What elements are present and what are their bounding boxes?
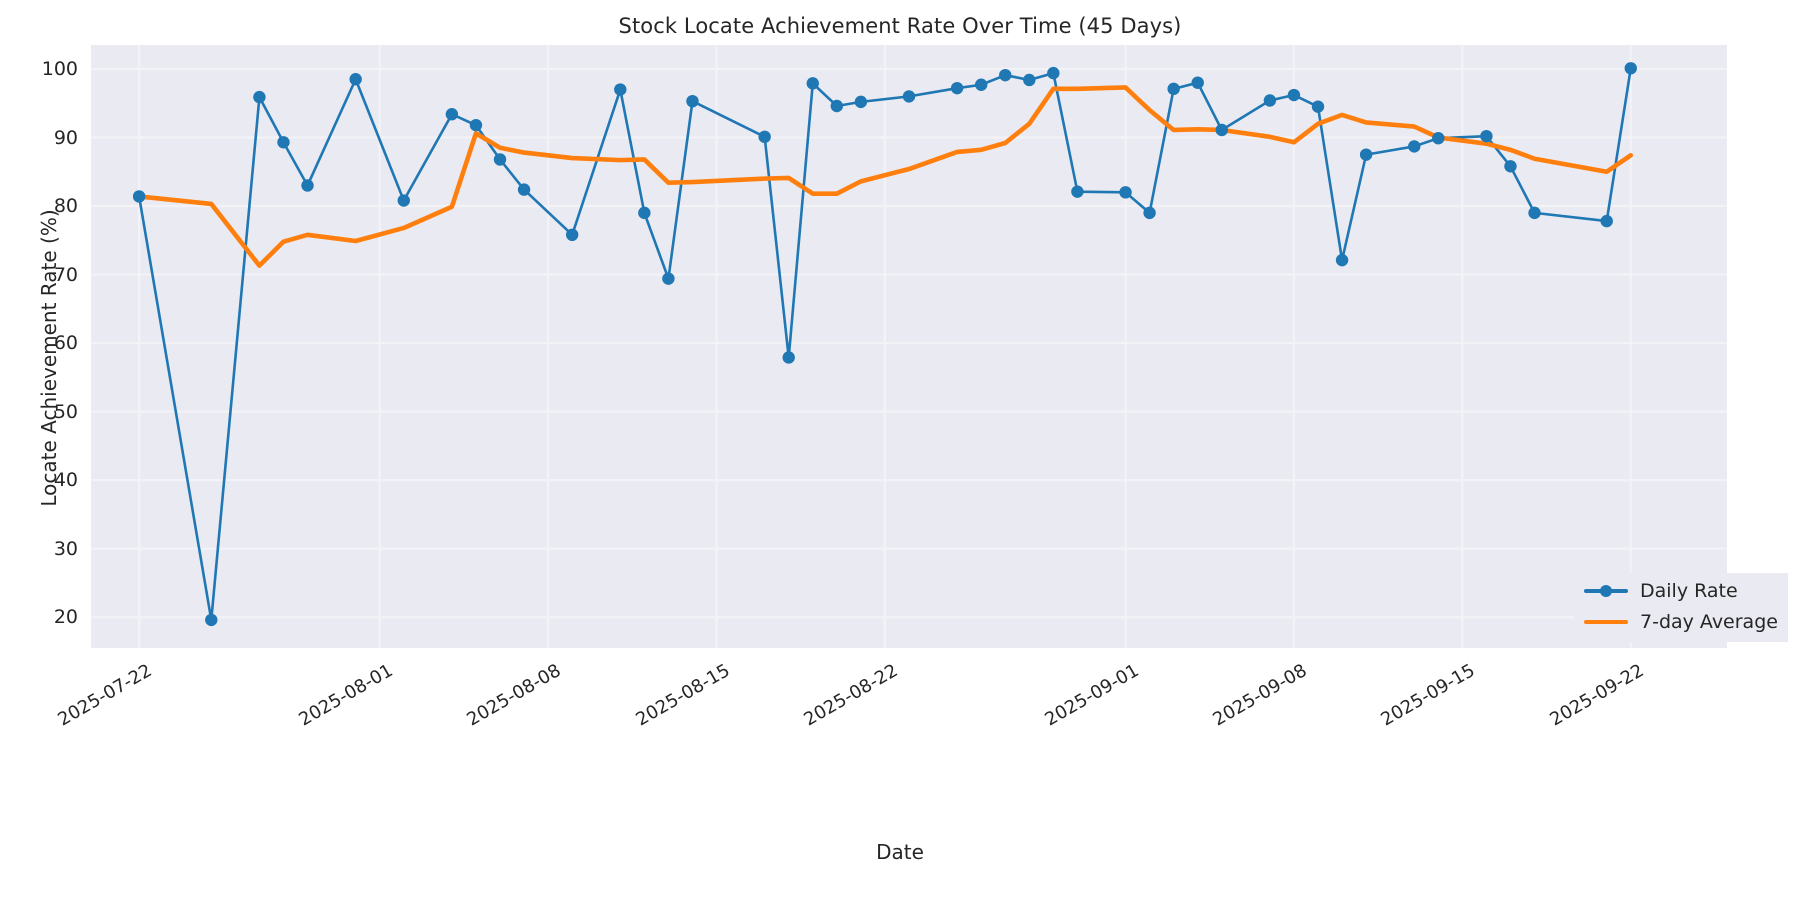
y-tick-label: 30 — [53, 537, 78, 560]
data-point-marker — [205, 613, 218, 627]
data-point-marker — [1624, 62, 1637, 75]
x-tick-label: 2025-09-15 — [1377, 660, 1479, 731]
data-point-marker — [1504, 160, 1517, 173]
x-tick-label: 2025-08-15 — [631, 660, 734, 731]
y-tick-label: 70 — [53, 263, 78, 286]
x-tick-label: 2025-08-08 — [463, 660, 565, 731]
data-point-marker — [1215, 123, 1228, 137]
data-point-marker — [1119, 186, 1132, 199]
series-markers — [132, 62, 1637, 627]
data-point-marker — [445, 108, 459, 121]
data-point-marker — [686, 94, 699, 108]
data-point-marker — [1432, 131, 1445, 145]
data-point-marker — [806, 77, 819, 90]
data-point-marker — [301, 179, 314, 192]
data-point-marker — [1528, 206, 1541, 220]
data-point-marker — [349, 73, 362, 86]
y-tick-label: 80 — [53, 195, 78, 218]
data-point-marker — [397, 194, 410, 207]
y-tick-label: 100 — [41, 57, 78, 80]
data-point-marker — [614, 83, 627, 96]
data-point-marker — [999, 68, 1012, 82]
data-point-marker — [1191, 76, 1204, 89]
y-tick-label: 40 — [53, 469, 78, 492]
data-point-marker — [253, 90, 266, 104]
data-point-marker — [1335, 253, 1349, 267]
data-point-marker — [1047, 66, 1060, 80]
data-point-marker — [1167, 82, 1180, 96]
legend-swatch-line-icon — [1584, 612, 1628, 632]
y-tick-label: 90 — [53, 126, 78, 149]
data-point-marker — [974, 78, 988, 91]
data-point-marker — [1480, 129, 1493, 143]
data-point-marker — [1408, 140, 1421, 153]
data-point-marker — [1071, 185, 1084, 198]
data-point-marker — [782, 351, 795, 364]
plot-area — [91, 45, 1727, 648]
x-tick-label: 2025-07-22 — [54, 660, 156, 731]
data-point-marker — [565, 228, 579, 242]
data-point-marker — [950, 81, 964, 95]
data-point-marker — [1263, 94, 1277, 107]
data-point-marker — [1143, 206, 1156, 220]
data-point-marker — [662, 272, 675, 285]
chart-title: Stock Locate Achievement Rate Over Time … — [618, 14, 1182, 38]
legend-item-seven-day-average[interactable]: 7-day Average — [1584, 610, 1778, 634]
chart-legend: Daily Rate 7-day Average — [1574, 573, 1788, 642]
x-gridlines — [138, 45, 1632, 648]
data-point-marker — [1600, 214, 1613, 228]
legend-label-daily-rate: Daily Rate — [1640, 580, 1738, 602]
data-point-marker — [1359, 148, 1373, 161]
chart-canvas — [91, 45, 1727, 648]
x-tick-label: 2025-08-01 — [295, 660, 397, 731]
data-point-marker — [830, 99, 844, 113]
legend-swatch-line-marker-icon — [1584, 581, 1628, 601]
y-tick-label: 50 — [53, 400, 78, 423]
data-point-marker — [493, 153, 507, 166]
x-tick-label: 2025-08-22 — [800, 660, 902, 731]
data-point-marker — [1023, 73, 1036, 87]
y-tick-label: 20 — [53, 606, 78, 629]
legend-item-daily-rate[interactable]: Daily Rate — [1584, 579, 1778, 603]
data-point-marker — [758, 130, 771, 144]
x-tick-label: 2025-09-08 — [1209, 660, 1311, 731]
data-point-marker — [854, 95, 868, 109]
x-tick-label: 2025-09-01 — [1040, 660, 1143, 731]
data-point-marker — [277, 136, 290, 149]
data-point-marker — [1287, 88, 1301, 102]
x-axis-label: Date — [876, 840, 924, 864]
data-point-marker — [132, 190, 146, 203]
data-point-marker — [638, 206, 651, 220]
y-gridlines — [91, 67, 1727, 619]
y-axis-label: Locate Achievement Rate (%) — [37, 209, 61, 507]
y-tick-label: 60 — [53, 332, 78, 355]
data-point-marker — [517, 183, 531, 196]
legend-label-seven-day-average: 7-day Average — [1640, 611, 1778, 633]
data-point-marker — [469, 118, 483, 132]
data-point-marker — [902, 90, 916, 103]
x-tick-label: 2025-09-22 — [1546, 660, 1648, 731]
data-point-marker — [1311, 100, 1325, 113]
series-line-seven-day-average — [136, 85, 1634, 268]
